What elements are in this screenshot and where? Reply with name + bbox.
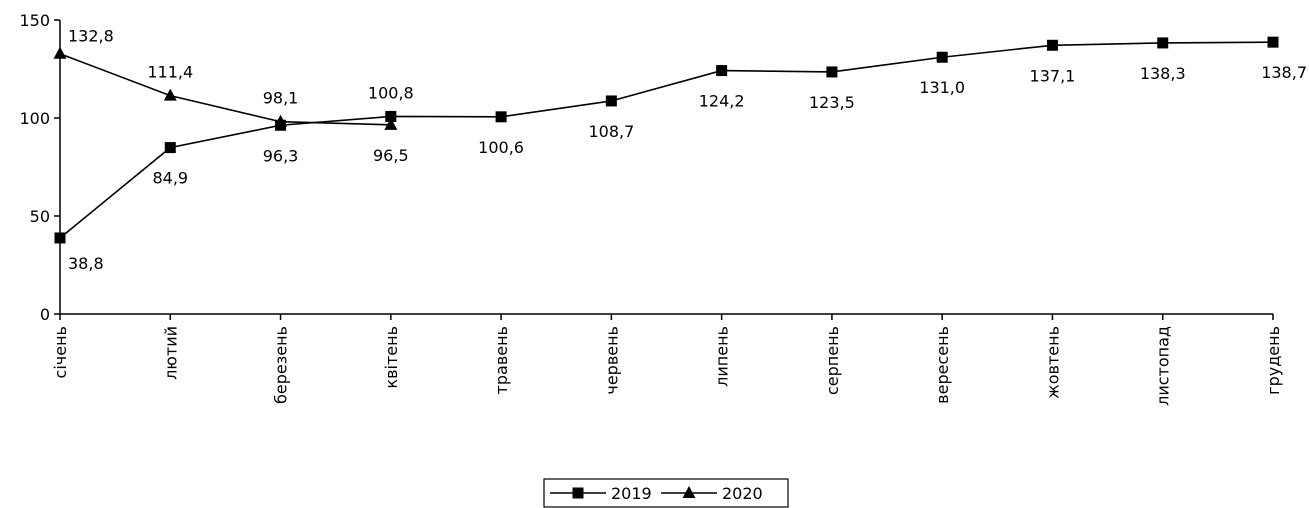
x-tick-label: жовтень bbox=[1043, 326, 1062, 399]
legend-marker-2019 bbox=[572, 487, 584, 499]
legend-label-2019: 2019 bbox=[611, 484, 652, 503]
series-2020 bbox=[53, 46, 398, 130]
data-point-2019 bbox=[1157, 37, 1169, 49]
data-label-2019: 100,8 bbox=[368, 83, 414, 102]
data-point-2020 bbox=[274, 114, 288, 127]
x-tick-label: липень bbox=[713, 326, 732, 387]
x-tick-label: червень bbox=[602, 326, 621, 395]
data-point-2020 bbox=[53, 46, 67, 59]
data-label-2019: 123,5 bbox=[809, 93, 855, 112]
data-point-2019 bbox=[1267, 36, 1279, 48]
x-tick-label: листопад bbox=[1154, 326, 1173, 406]
data-labels: 38,8 84,9 96,3 100,8 100,6 108,7 124,2 123,5 131… bbox=[68, 27, 1307, 273]
x-tick-label: грудень bbox=[1264, 326, 1283, 395]
y-tick-label: 100 bbox=[19, 109, 50, 128]
data-point-2020 bbox=[163, 88, 177, 101]
y-tick-label: 0 bbox=[40, 305, 50, 324]
x-tick-label: вересень bbox=[933, 326, 952, 404]
data-label-2019: 38,8 bbox=[68, 254, 104, 273]
series-layer bbox=[53, 36, 1279, 244]
data-point-2019 bbox=[716, 65, 728, 77]
data-label-2019: 84,9 bbox=[152, 169, 188, 188]
data-label-2020: 98,1 bbox=[263, 89, 299, 108]
x-tick-label: січень bbox=[51, 326, 70, 378]
legend: 2019 2020 bbox=[543, 478, 789, 508]
x-tick-label: березень bbox=[272, 326, 291, 404]
data-point-2019 bbox=[1046, 39, 1058, 51]
data-label-2019: 124,2 bbox=[699, 92, 745, 111]
data-label-2019: 108,7 bbox=[588, 122, 634, 141]
data-label-2019: 100,6 bbox=[478, 138, 524, 157]
data-point-2019 bbox=[385, 110, 397, 122]
data-point-2019 bbox=[495, 111, 507, 123]
data-label-2020: 132,8 bbox=[68, 27, 114, 46]
legend-label-2020: 2020 bbox=[722, 484, 763, 503]
series-line-2020 bbox=[59, 52, 391, 126]
data-label-2019: 138,7 bbox=[1261, 63, 1307, 82]
axes: 0 50 100 150 січень лютий березень квітень траве… bbox=[19, 11, 1283, 406]
series-line-2019 bbox=[59, 41, 1274, 239]
series-2019 bbox=[54, 36, 1279, 244]
data-point-2019 bbox=[164, 142, 176, 154]
data-label-2020: 96,5 bbox=[373, 146, 409, 165]
data-label-2019: 131,0 bbox=[919, 78, 965, 97]
data-label-2020: 111,4 bbox=[147, 63, 193, 82]
data-label-2019: 137,1 bbox=[1030, 66, 1076, 85]
x-tick-label: квітень bbox=[382, 326, 401, 389]
data-point-2019 bbox=[54, 232, 66, 244]
data-point-2019 bbox=[826, 66, 838, 78]
x-tick-label: травень bbox=[492, 326, 511, 394]
data-point-2020 bbox=[384, 117, 398, 130]
data-label-2019: 138,3 bbox=[1140, 64, 1186, 83]
x-tick-label: серпень bbox=[823, 326, 842, 395]
data-label-2019: 96,3 bbox=[263, 146, 299, 165]
y-tick-label: 150 bbox=[19, 11, 50, 30]
data-point-2019 bbox=[605, 95, 617, 107]
legend-marker-2020 bbox=[682, 486, 696, 498]
data-point-2019 bbox=[936, 51, 948, 63]
y-tick-label: 50 bbox=[30, 207, 50, 226]
x-tick-label: лютий bbox=[161, 326, 180, 380]
